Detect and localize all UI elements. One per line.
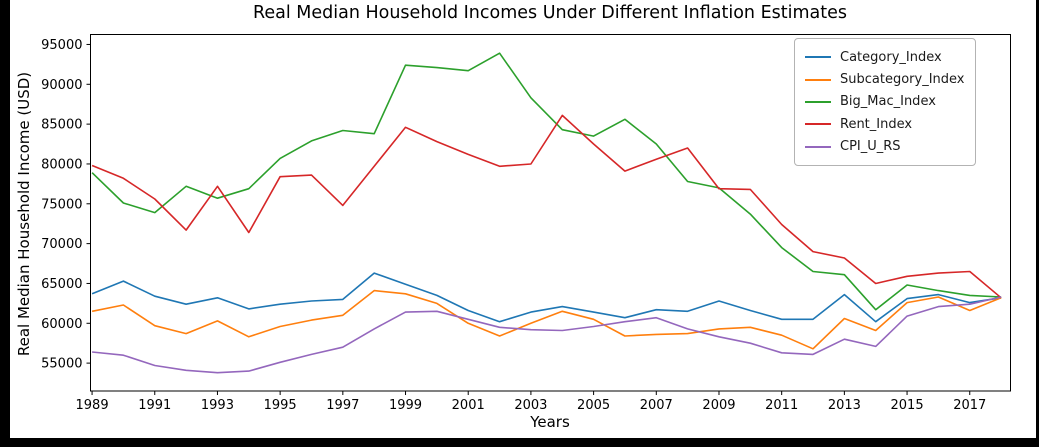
legend-item-Rent_Index: Rent_Index (805, 113, 964, 135)
y-tick-label: 85000 (41, 118, 82, 133)
legend-line-swatch (805, 78, 831, 81)
legend-item-Big_Mac_Index: Big_Mac_Index (805, 91, 964, 113)
legend-line-swatch (805, 123, 831, 126)
y-tick-label: 90000 (41, 78, 82, 93)
x-tick-label: 2005 (577, 398, 610, 413)
legend-label: Big_Mac_Index (840, 94, 936, 110)
legend-label: CPI_U_RS (840, 139, 901, 155)
y-axis-label: Real Median Household Income (USD) (15, 71, 33, 357)
x-tick-label: 2001 (452, 398, 485, 413)
series-line-Rent_Index (91, 114, 1002, 299)
legend-line-swatch (805, 56, 831, 59)
series-line-Category_Index (91, 272, 1002, 323)
x-axis-label: Years (530, 413, 570, 431)
legend: Category_Index Subcategory_Index Big_Mac_I… (794, 38, 977, 166)
legend-label: Subcategory_Index (840, 72, 965, 88)
x-tick-label: 2013 (828, 398, 861, 413)
legend-item-CPI_U_RS: CPI_U_RS (805, 136, 964, 158)
y-tick-label: 95000 (41, 38, 82, 53)
legend-line-swatch (805, 100, 831, 103)
x-tick-label: 2017 (953, 398, 986, 413)
legend-line-swatch (805, 145, 831, 148)
legend-label: Category_Index (840, 49, 942, 65)
x-tick-label: 1991 (138, 398, 171, 413)
y-tick-label: 70000 (41, 237, 82, 252)
x-tick-label: 2009 (702, 398, 735, 413)
series-line-CPI_U_RS (92, 296, 1002, 374)
series-line-Big_Mac_Index (91, 52, 1002, 311)
legend-item-Category_Index: Category_Index (805, 46, 964, 68)
y-tick-label: 80000 (41, 157, 82, 172)
legend-label: Rent_Index (840, 116, 913, 132)
chart-title: Real Median Household Incomes Under Diff… (252, 3, 848, 23)
figure: 55000 60000 65000 70000 75000 80000 85000 90000… (10, 0, 1036, 438)
x-tick-label: 2003 (514, 398, 547, 413)
x-tick-label: 1989 (76, 398, 109, 413)
x-tick-label: 2011 (765, 398, 798, 413)
chart-canvas: 55000 60000 65000 70000 75000 80000 85000 90000… (41, 34, 1011, 413)
x-tick-label: 2015 (891, 398, 924, 413)
x-tick-label: 1999 (389, 398, 422, 413)
x-tick-label: 2007 (640, 398, 673, 413)
x-tick-label: 1993 (201, 398, 234, 413)
series-line-Subcategory_Index (91, 289, 1002, 350)
legend-item-Subcategory_Index: Subcategory_Index (805, 68, 964, 90)
y-tick-label: 75000 (41, 197, 82, 212)
y-tick-label: 65000 (41, 277, 82, 292)
x-tick-label: 1995 (264, 398, 297, 413)
x-tick-label: 1997 (326, 398, 359, 413)
y-tick-label: 55000 (41, 357, 82, 372)
y-tick-label: 60000 (41, 317, 82, 332)
axes-frame (90, 34, 1011, 392)
